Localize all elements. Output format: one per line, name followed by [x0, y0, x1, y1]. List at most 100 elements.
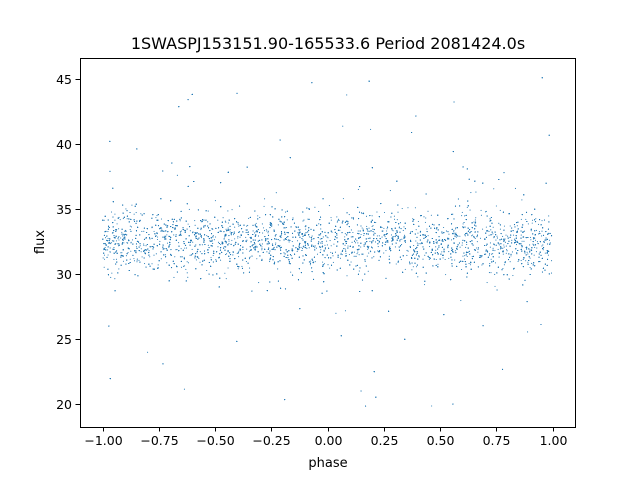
data-point — [346, 94, 348, 96]
data-point — [274, 244, 277, 246]
data-point — [283, 252, 285, 254]
data-point — [374, 241, 377, 243]
data-point — [237, 237, 239, 239]
data-point — [136, 258, 138, 260]
data-point — [498, 244, 500, 246]
data-point — [288, 241, 290, 243]
data-point — [153, 254, 155, 256]
data-point — [502, 247, 504, 249]
data-point — [346, 240, 348, 242]
data-point — [302, 246, 304, 248]
data-point — [527, 261, 529, 263]
data-point — [424, 221, 426, 223]
data-point — [275, 242, 277, 244]
data-point — [548, 239, 551, 241]
data-point — [344, 248, 346, 250]
data-point — [121, 252, 123, 254]
data-point — [502, 253, 504, 255]
data-point — [485, 253, 487, 255]
data-point — [531, 222, 533, 224]
data-point — [314, 261, 316, 263]
data-point — [122, 260, 125, 262]
data-point — [453, 232, 455, 234]
data-point — [135, 212, 137, 214]
data-point — [512, 274, 514, 277]
data-point — [126, 218, 128, 220]
data-point — [118, 243, 120, 245]
data-point — [357, 188, 359, 190]
data-point — [488, 272, 490, 274]
data-point — [477, 248, 479, 250]
data-point — [464, 234, 466, 236]
data-point — [448, 251, 450, 253]
data-point — [381, 236, 383, 238]
data-point — [264, 198, 266, 200]
data-point — [385, 250, 387, 252]
data-point — [290, 271, 292, 273]
data-point — [135, 246, 138, 248]
data-point — [417, 220, 419, 223]
data-point — [511, 251, 513, 253]
data-point — [275, 192, 277, 194]
data-point — [122, 217, 124, 220]
data-point — [187, 276, 189, 278]
data-point — [447, 247, 449, 249]
data-point — [224, 220, 226, 222]
data-point — [206, 269, 208, 272]
data-point — [536, 247, 538, 249]
data-point — [523, 230, 526, 232]
data-point — [261, 243, 263, 245]
data-point — [122, 235, 124, 237]
data-point — [227, 267, 229, 269]
data-point — [475, 191, 477, 193]
data-point — [396, 230, 398, 232]
data-point — [223, 246, 225, 248]
data-point — [114, 213, 116, 215]
data-point — [371, 247, 373, 249]
data-point — [431, 405, 433, 407]
data-point — [477, 251, 479, 253]
data-point — [220, 259, 222, 261]
data-point — [364, 242, 366, 244]
data-point — [123, 237, 125, 239]
data-point — [192, 241, 194, 243]
data-point — [160, 258, 162, 260]
data-point — [189, 254, 191, 256]
data-point — [180, 248, 182, 250]
data-point — [480, 214, 482, 216]
data-point — [488, 230, 490, 232]
data-point — [397, 211, 399, 213]
data-point — [246, 239, 248, 241]
data-point — [156, 238, 158, 241]
data-point — [357, 251, 359, 253]
data-point — [403, 226, 405, 228]
data-point — [510, 255, 512, 257]
data-point — [238, 250, 240, 252]
data-point — [229, 229, 231, 231]
data-point — [211, 239, 213, 241]
data-point — [322, 236, 324, 238]
data-point — [107, 249, 109, 251]
data-point — [495, 244, 497, 246]
data-point — [236, 252, 238, 255]
data-point — [344, 236, 346, 238]
data-point — [215, 259, 217, 261]
data-point — [110, 276, 112, 278]
data-point — [228, 240, 230, 242]
data-point — [311, 235, 313, 237]
data-point — [330, 245, 332, 247]
data-point — [103, 219, 105, 221]
data-point — [231, 239, 233, 241]
data-point — [514, 238, 516, 240]
data-point — [319, 238, 321, 240]
data-point — [441, 251, 443, 253]
data-point — [517, 260, 519, 263]
data-point — [227, 227, 229, 229]
data-point — [201, 244, 203, 246]
data-point — [227, 222, 229, 224]
data-point — [358, 254, 360, 256]
data-point — [383, 227, 385, 229]
data-point — [520, 218, 522, 220]
data-point — [279, 240, 281, 242]
data-point — [339, 229, 341, 231]
